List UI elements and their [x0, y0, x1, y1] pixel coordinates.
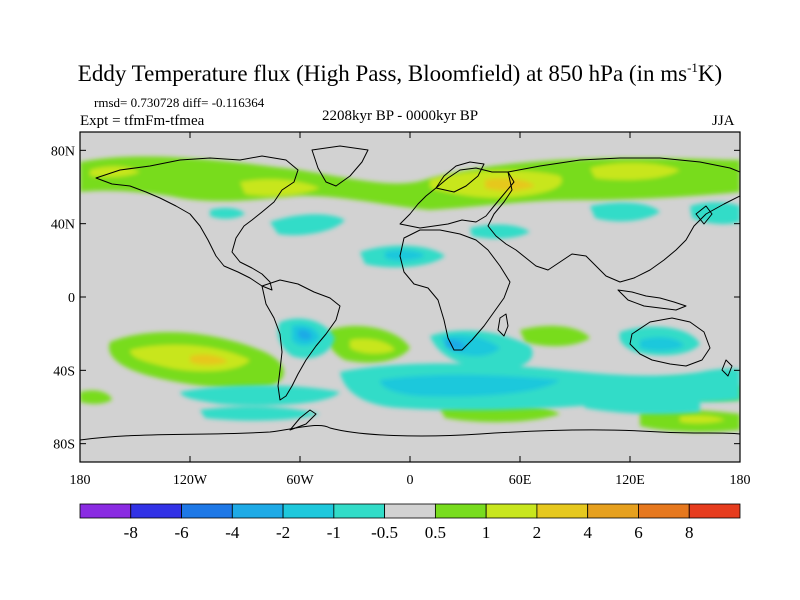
- negative-north-atlantic-west: [210, 207, 245, 219]
- colorbar-label: -8: [124, 523, 138, 542]
- coast-antarctica: [80, 425, 740, 441]
- latitude-axis: 80N 40N 0 40S 80S: [51, 144, 740, 453]
- positive-band-north: [80, 156, 740, 210]
- negative-mediterranean: [470, 224, 530, 239]
- colorbar-label: -4: [225, 523, 240, 542]
- colorbar-swatch: [638, 503, 690, 519]
- flux-field: [80, 132, 740, 462]
- negative-asia-midlat-east: [690, 202, 740, 225]
- coast-new-zealand: [721, 359, 733, 377]
- colorbar-swatch: [181, 503, 233, 519]
- colorbar-swatch: [79, 503, 132, 519]
- coast-madagascar: [497, 313, 509, 337]
- positive-band-north-core: [240, 179, 320, 196]
- colorbar-swatch: [231, 503, 284, 519]
- coast-asia: [487, 157, 740, 283]
- lon-tick-label: 60W: [286, 473, 314, 488]
- negative-asia-midlat: [590, 202, 660, 222]
- colorbar-label: 6: [634, 523, 643, 542]
- longitude-axis: 180 120W 60W 0 60E 120E 180: [70, 132, 751, 488]
- negative-southern-ocean-west: [180, 385, 340, 406]
- negative-indian-ocean-east-core: [640, 337, 684, 351]
- lon-tick-label: 60E: [509, 473, 532, 488]
- season-label: JJA: [712, 113, 735, 129]
- lat-tick-label: 0: [68, 291, 75, 306]
- colorbar-label: 1: [482, 523, 491, 542]
- negative-south-america-strong: [298, 329, 312, 341]
- lon-tick-label: 120W: [173, 473, 208, 488]
- colorbar-label: -2: [276, 523, 290, 542]
- negative-north-atlantic: [270, 214, 345, 236]
- negative-southern-east: [580, 391, 700, 415]
- positive-south-atlantic-core: [350, 338, 395, 354]
- negative-southern-ocean-core: [380, 374, 560, 397]
- coast-australia: [629, 317, 711, 367]
- negative-antarctic-west: [200, 406, 320, 421]
- coast-north-america: [95, 155, 299, 291]
- colorbar-swatch: [587, 503, 639, 519]
- coast-south-america: [261, 279, 341, 401]
- positive-core-eurasia-strong: [485, 178, 535, 191]
- coast-antarctic-peninsula: [289, 409, 317, 431]
- lat-tick-label: 80N: [51, 144, 75, 159]
- colorbar-label: -1: [327, 523, 341, 542]
- colorbar-label: -6: [174, 523, 188, 542]
- negative-north-africa-core: [385, 249, 425, 261]
- positive-south-left: [80, 390, 112, 404]
- positive-core-east: [590, 162, 680, 180]
- colorbar-swatch: [434, 503, 487, 519]
- period-label: 2208kyr BP - 0000kyr BP: [322, 108, 479, 124]
- colorbar-swatch: [485, 503, 538, 519]
- positive-indian-ocean: [520, 325, 590, 347]
- lon-tick-label: 180: [70, 473, 91, 488]
- colorbar-label: 4: [583, 523, 592, 542]
- coast-europe: [399, 167, 515, 229]
- positive-antarctic-fringe-core: [680, 415, 725, 424]
- colorbar-swatch: [384, 503, 436, 519]
- colorbar-swatch: [282, 503, 335, 519]
- coast-indonesia: [617, 289, 687, 311]
- lat-tick-label: 40N: [51, 218, 75, 233]
- coastlines: [80, 145, 740, 441]
- colorbar-label: 8: [685, 523, 694, 542]
- experiment-label: Expt = tfmFm-tfmea: [80, 113, 205, 129]
- lon-tick-label: 180: [730, 473, 751, 488]
- coast-scandinavia: [435, 161, 485, 193]
- positive-south-pacific-strong: [190, 354, 228, 365]
- colorbar-swatch: [688, 503, 741, 519]
- colorbar-label: 2: [533, 523, 542, 542]
- lon-tick-label: 120E: [615, 473, 645, 488]
- coast-greenland: [311, 145, 369, 187]
- colorbar-label: 0.5: [425, 523, 446, 542]
- colorbar-swatch: [333, 503, 386, 519]
- stats-label: rmsd= 0.730728 diff= -0.116364: [94, 95, 265, 110]
- plot-title: Eddy Temperature flux (High Pass, Bloomf…: [77, 60, 723, 86]
- lon-tick-label: 0: [407, 473, 414, 488]
- colorbar-label: -0.5: [371, 523, 398, 542]
- coast-japan: [695, 205, 713, 225]
- colorbar-swatch: [130, 503, 182, 519]
- colorbar-swatch: [536, 503, 589, 519]
- coast-africa: [399, 229, 511, 351]
- colorbar: -8 -6 -4 -2 -1 -0.5 0.5 1 2 4 6 8: [79, 503, 741, 542]
- lat-tick-label: 80S: [53, 438, 75, 453]
- lat-tick-label: 40S: [53, 364, 75, 379]
